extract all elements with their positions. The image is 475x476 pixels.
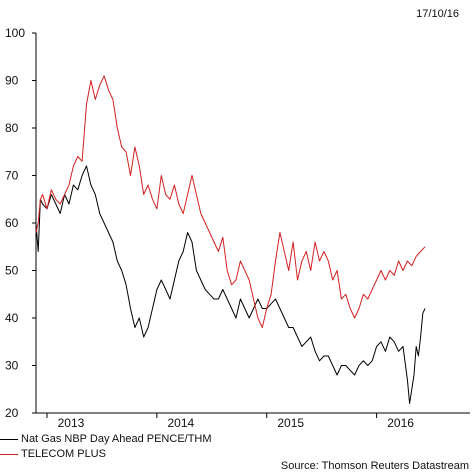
y-tick-label: 80 — [5, 121, 19, 135]
x-tick-label: 2013 — [58, 416, 85, 430]
legend-swatch-telecom — [0, 453, 18, 455]
legend-label-telecom: TELECOM PLUS — [21, 448, 106, 460]
x-tick-label: 2015 — [277, 416, 304, 430]
legend-entry-gas: Nat Gas NBP Day Ahead PENCE/THM — [0, 433, 212, 445]
source-note: Source: Thomson Reuters Datastream — [280, 460, 469, 472]
x-tick-label: 2014 — [168, 416, 195, 430]
y-tick-label: 100 — [5, 26, 25, 40]
date-label: 17/10/16 — [416, 8, 459, 20]
series-line-1 — [35, 75, 426, 328]
x-tick-label: 2016 — [387, 416, 414, 430]
legend-label-gas: Nat Gas NBP Day Ahead PENCE/THM — [21, 433, 212, 445]
x-axis: 2013 2014 2015 2016 — [36, 412, 470, 430]
legend-swatch-gas — [0, 438, 18, 440]
y-tick-label: 30 — [5, 359, 19, 373]
y-tick-label: 40 — [5, 311, 19, 325]
y-tick-label: 90 — [5, 74, 19, 88]
legend-entry-telecom: TELECOM PLUS — [0, 448, 106, 460]
y-tick-label: 50 — [5, 264, 19, 278]
series-line-0 — [35, 165, 426, 404]
y-tick-label: 20 — [5, 406, 19, 420]
y-tick-label: 60 — [5, 216, 19, 230]
y-tick-label: 70 — [5, 169, 19, 183]
y-axis: 20 30 40 50 60 70 80 90 100 — [5, 26, 37, 420]
series-layer — [35, 75, 426, 404]
